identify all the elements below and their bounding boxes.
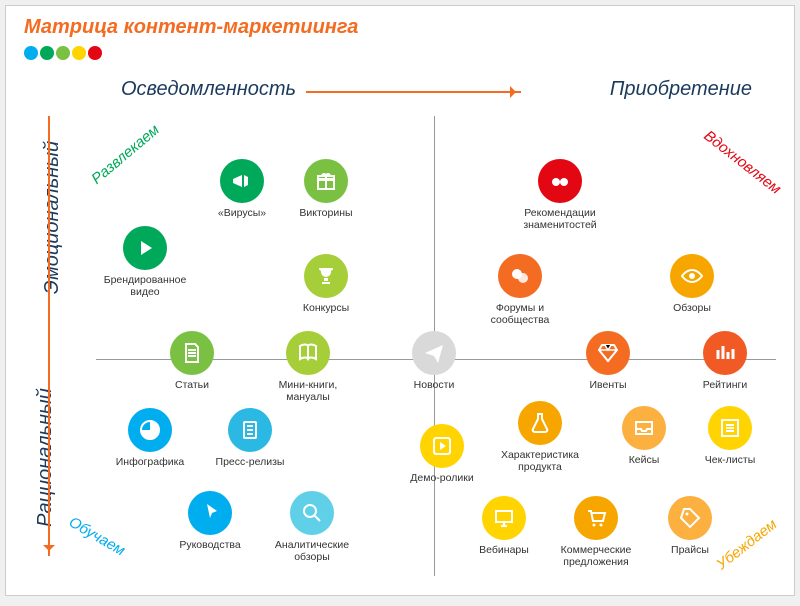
node-label: Прайсы	[646, 544, 734, 556]
node-label: Инфографика	[106, 456, 194, 468]
megaphone-icon	[220, 159, 264, 203]
legend-dot	[72, 46, 86, 60]
node-branded-video: Брендированное видео	[101, 226, 189, 298]
node-label: Брендированное видео	[101, 274, 189, 298]
corner-label: Развлекаем	[88, 121, 163, 187]
node-label: Аналитические обзоры	[268, 539, 356, 563]
gift-icon	[304, 159, 348, 203]
node-offers: Коммерческие предложения	[552, 496, 640, 568]
clipboard-icon	[228, 408, 272, 452]
legend-dot	[24, 46, 38, 60]
node-infographic: Инфографика	[106, 408, 194, 468]
node-guides: Руководства	[166, 491, 254, 551]
arrow-top	[306, 91, 521, 93]
node-press: Пресс-релизы	[206, 408, 294, 468]
node-features: Характеристика продукта	[496, 401, 584, 473]
node-label: Рекомендации знаменитостей	[516, 207, 604, 231]
corner-label: Вдохновляем	[701, 127, 784, 197]
node-label: Форумы и сообщества	[476, 302, 564, 326]
node-reviews: Обзоры	[648, 254, 736, 314]
axis-acquisition: Приобретение	[610, 78, 752, 101]
node-label: Ивенты	[564, 379, 652, 391]
node-viruses: «Вирусы»	[198, 159, 286, 219]
play-icon	[123, 226, 167, 270]
diamond-icon	[586, 331, 630, 375]
legend-dots	[24, 46, 102, 60]
node-label: Новости	[390, 379, 478, 391]
eye-icon	[670, 254, 714, 298]
trophy-icon	[304, 254, 348, 298]
node-label: Коммерческие предложения	[552, 544, 640, 568]
pie-icon	[128, 408, 172, 452]
book-icon	[286, 331, 330, 375]
node-minibooks: Мини-книги, мануалы	[264, 331, 352, 403]
screen-icon	[482, 496, 526, 540]
axis-awareness: Осведомленность	[121, 78, 296, 101]
node-contests: Конкурсы	[282, 254, 370, 314]
tag-icon	[668, 496, 712, 540]
list-icon	[708, 406, 752, 450]
corner-label: Обучаем	[66, 514, 128, 560]
node-cases: Кейсы	[600, 406, 688, 466]
arrow-left	[48, 116, 50, 556]
legend-dot	[88, 46, 102, 60]
doc-icon	[170, 331, 214, 375]
node-label: Пресс-релизы	[206, 456, 294, 468]
search-icon	[290, 491, 334, 535]
node-label: Конкурсы	[282, 302, 370, 314]
node-label: Викторины	[282, 207, 370, 219]
playbox-icon	[420, 424, 464, 468]
node-quizzes: Викторины	[282, 159, 370, 219]
node-label: Рейтинги	[681, 379, 769, 391]
chat-icon	[498, 254, 542, 298]
cart-icon	[574, 496, 618, 540]
node-label: Чек-листы	[686, 454, 774, 466]
flask-icon	[518, 401, 562, 445]
node-label: Статьи	[148, 379, 236, 391]
page-title: Матрица контент-маркетиинга	[24, 16, 358, 39]
send-icon	[412, 331, 456, 375]
node-ratings: Рейтинги	[681, 331, 769, 391]
node-label: Руководства	[166, 539, 254, 551]
pointer-icon	[188, 491, 232, 535]
node-celeb: Рекомендации знаменитостей	[516, 159, 604, 231]
node-label: Мини-книги, мануалы	[264, 379, 352, 403]
bars-icon	[703, 331, 747, 375]
matrix-frame: Матрица контент-маркетиинга Осведомленно…	[5, 5, 795, 596]
node-events: Ивенты	[564, 331, 652, 391]
node-label: «Вирусы»	[198, 207, 286, 219]
axis-rational: Рациональный	[34, 388, 57, 527]
node-label: Демо-ролики	[398, 472, 486, 484]
node-articles: Статьи	[148, 331, 236, 391]
node-analytics: Аналитические обзоры	[268, 491, 356, 563]
node-label: Обзоры	[648, 302, 736, 314]
node-label: Вебинары	[460, 544, 548, 556]
node-prices: Прайсы	[646, 496, 734, 556]
node-news: Новости	[390, 331, 478, 391]
glasses-icon	[538, 159, 582, 203]
node-forums: Форумы и сообщества	[476, 254, 564, 326]
legend-dot	[56, 46, 70, 60]
node-demo: Демо-ролики	[398, 424, 486, 484]
node-webinars: Вебинары	[460, 496, 548, 556]
inbox-icon	[622, 406, 666, 450]
legend-dot	[40, 46, 54, 60]
axis-emotional: Эмоциональный	[41, 141, 64, 294]
node-label: Кейсы	[600, 454, 688, 466]
node-checklists: Чек-листы	[686, 406, 774, 466]
node-label: Характеристика продукта	[496, 449, 584, 473]
